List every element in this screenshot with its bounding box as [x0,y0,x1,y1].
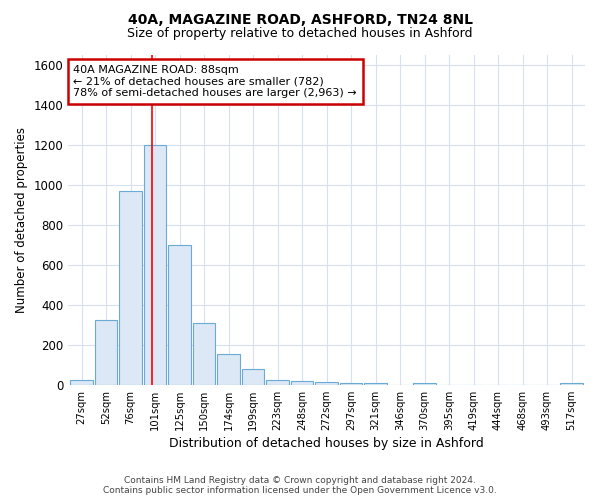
Text: 40A, MAGAZINE ROAD, ASHFORD, TN24 8NL: 40A, MAGAZINE ROAD, ASHFORD, TN24 8NL [128,12,473,26]
Bar [217,354,240,385]
Bar [144,145,166,385]
Bar [316,382,338,385]
Bar [340,383,362,385]
Bar [119,191,142,385]
X-axis label: Distribution of detached houses by size in Ashford: Distribution of detached houses by size … [169,437,484,450]
Bar [364,383,387,385]
Y-axis label: Number of detached properties: Number of detached properties [15,127,28,313]
Text: Contains HM Land Registry data © Crown copyright and database right 2024.
Contai: Contains HM Land Registry data © Crown c… [103,476,497,495]
Text: Size of property relative to detached houses in Ashford: Size of property relative to detached ho… [127,28,473,40]
Bar [193,323,215,385]
Bar [169,245,191,385]
Bar [560,383,583,385]
Bar [291,381,313,385]
Text: 40A MAGAZINE ROAD: 88sqm
← 21% of detached houses are smaller (782)
78% of semi-: 40A MAGAZINE ROAD: 88sqm ← 21% of detach… [73,65,357,98]
Bar [95,320,118,385]
Bar [266,380,289,385]
Bar [413,383,436,385]
Bar [70,380,93,385]
Bar [242,369,265,385]
